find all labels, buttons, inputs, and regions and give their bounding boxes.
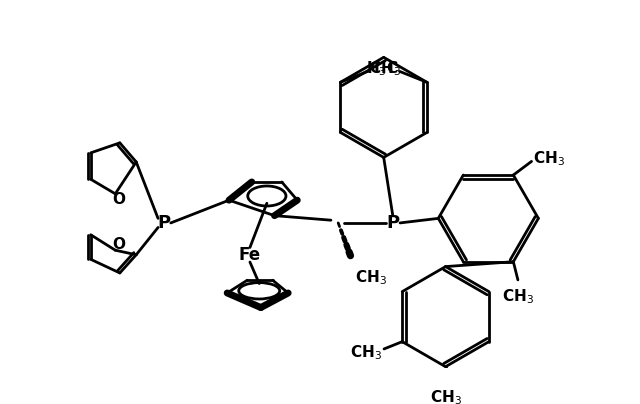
Text: CH$_3$: CH$_3$ [502,287,534,306]
Text: O: O [113,237,125,252]
Text: H$_3$C: H$_3$C [365,59,398,78]
Text: CH$_3$: CH$_3$ [429,389,461,404]
Text: CH$_3$: CH$_3$ [369,59,401,78]
Text: P: P [157,214,170,232]
Text: P: P [386,214,399,232]
Text: CH$_3$: CH$_3$ [350,343,382,362]
Text: CH$_3$: CH$_3$ [533,149,565,168]
Text: CH$_3$: CH$_3$ [355,268,387,287]
Text: O: O [113,192,125,207]
Text: Fe: Fe [239,246,261,264]
